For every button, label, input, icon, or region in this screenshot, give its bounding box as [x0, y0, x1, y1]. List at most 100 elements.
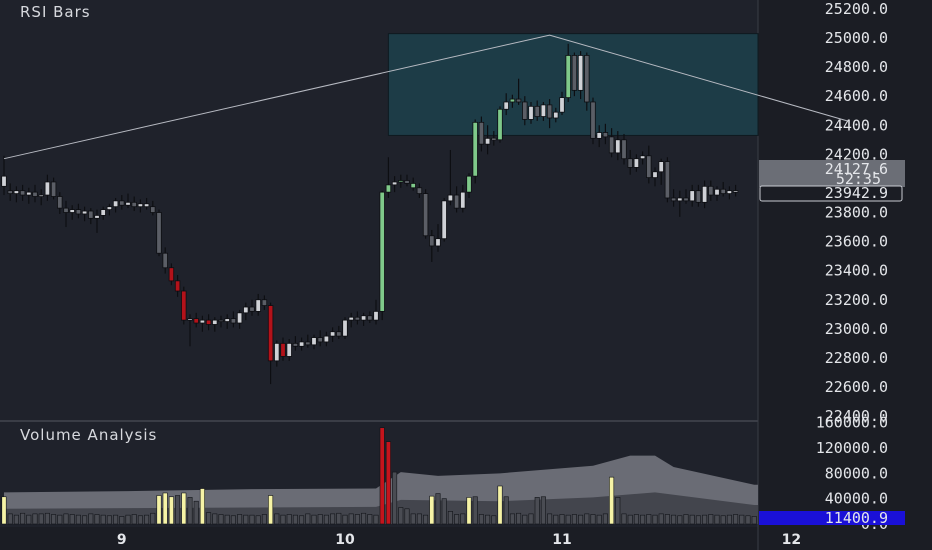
- candle: [584, 52, 590, 111]
- candle-body: [441, 200, 447, 240]
- candle-body: [7, 190, 13, 194]
- candle-body: [181, 290, 187, 321]
- candle-body: [590, 101, 596, 139]
- volume-pane-title: Volume Analysis: [20, 426, 157, 444]
- volume-bar: [429, 495, 435, 525]
- candle-body: [503, 101, 509, 110]
- candle-body: [658, 161, 664, 173]
- price-pane-title: RSI Bars: [20, 3, 91, 21]
- volume-bar: [454, 514, 460, 525]
- last-price-badge: 24127.6 52:35: [759, 160, 905, 188]
- candle: [218, 315, 224, 328]
- candle: [317, 330, 323, 347]
- candle-body: [596, 132, 602, 139]
- volume-bar: [88, 513, 94, 525]
- candle: [230, 311, 237, 328]
- candle-body: [584, 55, 590, 103]
- candle: [7, 183, 13, 201]
- volume-bar: [7, 513, 13, 525]
- volume-bar: [125, 514, 131, 525]
- volume-bar: [106, 515, 112, 525]
- candle-body: [249, 306, 255, 312]
- volume-bar: [720, 515, 726, 525]
- volume-bar: [249, 514, 255, 525]
- candle-body: [267, 305, 274, 362]
- candle-body: [410, 183, 416, 189]
- candle: [695, 184, 702, 207]
- time-tick-label: 12: [782, 532, 801, 548]
- candle: [162, 247, 168, 274]
- candle-body: [373, 310, 379, 321]
- price-tick-label: 23600.0: [825, 233, 888, 251]
- candle-body: [689, 190, 695, 202]
- candle-body: [298, 341, 305, 347]
- candle: [559, 91, 565, 116]
- candle-body: [38, 194, 44, 197]
- volume-bar: [224, 514, 230, 525]
- candle: [81, 206, 88, 222]
- volume-bar: [261, 514, 267, 525]
- volume-bar: [733, 514, 739, 525]
- candle-body: [515, 98, 522, 103]
- candle: [205, 314, 212, 331]
- volume-bar: [751, 516, 757, 525]
- candle-body: [453, 194, 460, 209]
- volume-bar: [602, 513, 608, 525]
- candle-body: [94, 215, 100, 219]
- volume-bar: [559, 514, 565, 525]
- candle: [435, 224, 441, 252]
- candle-body: [261, 299, 268, 306]
- candle: [274, 340, 280, 367]
- volume-bar: [534, 497, 540, 525]
- price-tick-label: 23200.0: [825, 291, 888, 309]
- volume-bar: [193, 500, 199, 525]
- price-axis[interactable]: 22400.0 22600.0 22800.0 23000.0 23200.0 23400…: [825, 0, 888, 425]
- candlesticks: [1, 43, 739, 385]
- volume-bar: [268, 495, 274, 525]
- volume-bar: [590, 514, 596, 525]
- volume-bar: [119, 516, 125, 525]
- candle-body: [608, 136, 615, 154]
- candle: [311, 334, 317, 350]
- candle: [150, 200, 156, 216]
- volume-bar: [137, 515, 143, 525]
- volume-last-value: 11400.9: [825, 509, 888, 527]
- candle-body: [292, 342, 299, 347]
- volume-bar: [745, 515, 751, 525]
- candle-body: [224, 318, 230, 322]
- candle-body: [26, 191, 32, 196]
- candle-body: [88, 210, 94, 219]
- volume-bar: [131, 514, 137, 525]
- time-axis[interactable]: 9 10 11 12: [117, 532, 801, 548]
- volume-bar: [410, 513, 416, 525]
- trend-line[interactable]: [3, 34, 848, 160]
- candle-body: [19, 190, 26, 196]
- volume-bar: [416, 513, 422, 525]
- price-tick-label: 24800.0: [825, 58, 888, 76]
- volume-bar: [584, 513, 590, 525]
- volume-bar: [218, 514, 224, 525]
- marked-price-badge-bg: [759, 185, 903, 202]
- volume-bar: [633, 514, 639, 525]
- candle: [187, 314, 193, 347]
- candle-body: [404, 180, 410, 184]
- time-tick-label: 10: [335, 532, 355, 548]
- candle: [224, 314, 230, 329]
- candle: [249, 299, 255, 316]
- volume-tick-label: 40000.0: [825, 490, 888, 508]
- candle-body: [720, 188, 726, 194]
- volume-bar: [38, 513, 44, 525]
- candle-body: [559, 97, 565, 113]
- candle-body: [491, 137, 497, 141]
- bar-countdown: 52:35: [836, 170, 881, 188]
- candle-body: [633, 158, 640, 168]
- candle-body: [484, 137, 491, 145]
- trend-line-layer[interactable]: [3, 34, 848, 160]
- candle-body: [639, 155, 646, 160]
- candle: [44, 174, 51, 201]
- candle-body: [63, 207, 69, 213]
- candle: [646, 145, 652, 184]
